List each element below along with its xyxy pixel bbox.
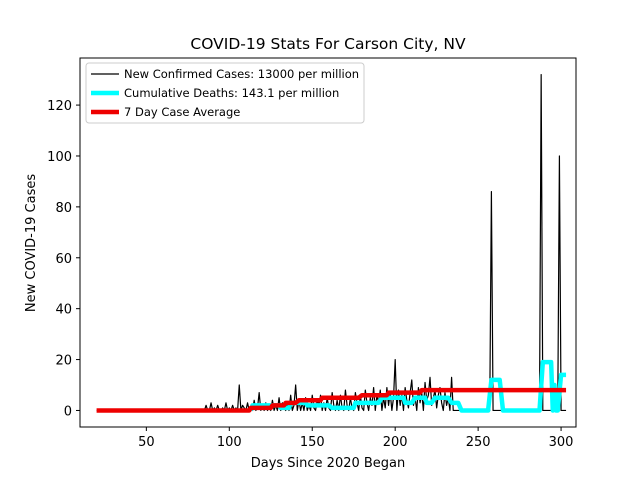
y-tick-label: 20 — [55, 354, 72, 369]
y-tick-label: 100 — [47, 150, 72, 165]
x-tick-label: 150 — [300, 435, 325, 450]
y-tick-label: 40 — [55, 303, 72, 318]
legend-label: New Confirmed Cases: 13000 per million — [124, 67, 359, 81]
y-tick-label: 80 — [55, 201, 72, 216]
x-axis-ticks: 50 100 150 200 250 300 — [138, 427, 573, 450]
y-tick-label: 120 — [47, 99, 72, 114]
x-tick-label: 200 — [383, 435, 408, 450]
seven-day-average-line — [96, 387, 567, 413]
y-tick-label: 60 — [55, 252, 72, 267]
series-layer — [96, 73, 567, 413]
y-tick-label: 0 — [64, 404, 72, 419]
new-cases-line — [96, 73, 567, 412]
legend: New Confirmed Cases: 13000 per million Cu… — [85, 62, 365, 124]
x-tick-label: 250 — [466, 435, 491, 450]
legend-box — [85, 62, 365, 124]
plot-frame — [79, 57, 577, 428]
legend-label: 7 Day Case Average — [124, 105, 240, 119]
legend-label: Cumulative Deaths: 143.1 per million — [124, 86, 339, 100]
cumulative-deaths-line — [248, 359, 567, 413]
chart-title: COVID-19 Stats For Carson City, NV — [190, 35, 466, 53]
x-tick-label: 100 — [217, 435, 242, 450]
y-axis-ticks: 0 20 40 60 80 100 120 — [47, 99, 80, 419]
x-axis-label: Days Since 2020 Began — [251, 456, 406, 471]
y-axis-label: New COVID-19 Cases — [24, 174, 39, 312]
x-tick-label: 300 — [549, 435, 574, 450]
x-tick-label: 50 — [138, 435, 155, 450]
